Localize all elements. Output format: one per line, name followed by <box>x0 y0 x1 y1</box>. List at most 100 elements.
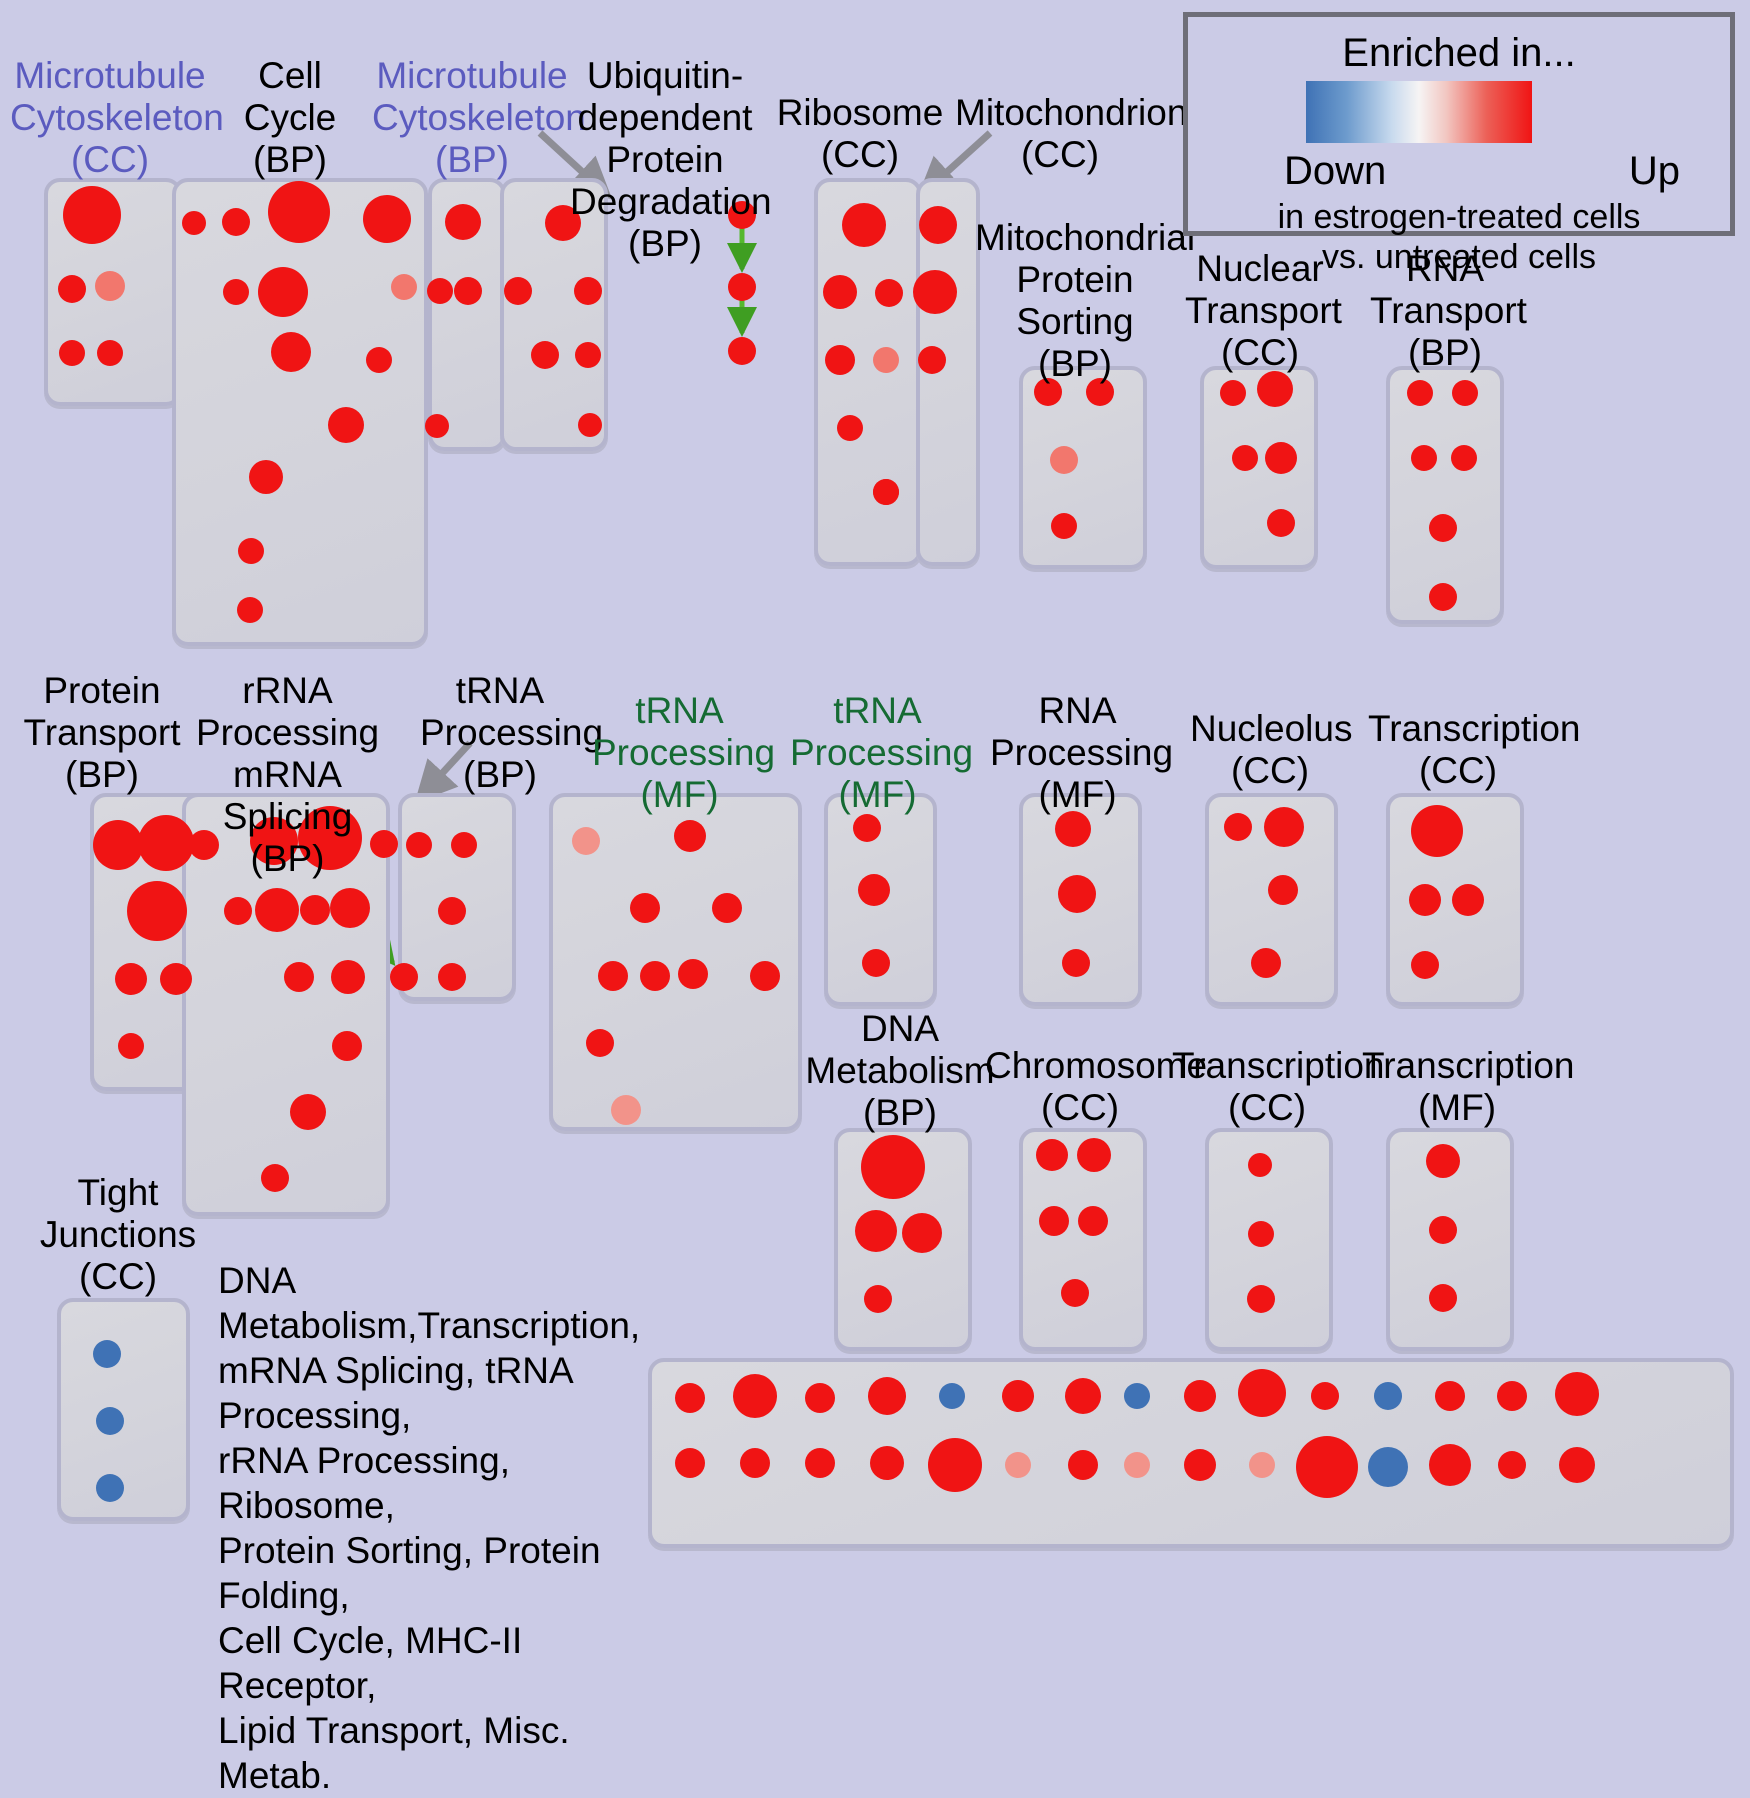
cluster-box-rrna-processing-mrna-splicing-bp[interactable] <box>182 793 390 1216</box>
go-term-node[interactable] <box>1068 1450 1098 1480</box>
go-term-node[interactable] <box>58 275 86 303</box>
go-term-node[interactable] <box>93 1340 121 1368</box>
go-term-node[interactable] <box>1451 445 1477 471</box>
go-term-node[interactable] <box>1039 1206 1069 1236</box>
go-term-node[interactable] <box>578 413 602 437</box>
go-term-node[interactable] <box>1050 446 1078 474</box>
go-term-node[interactable] <box>728 273 756 301</box>
cluster-box-mitochondrial-protein-sorting-bp[interactable] <box>1019 366 1147 569</box>
go-term-node[interactable] <box>864 1285 892 1313</box>
go-term-node[interactable] <box>545 205 581 241</box>
go-term-node[interactable] <box>290 1094 326 1130</box>
go-term-node[interactable] <box>1061 1279 1089 1307</box>
go-term-node[interactable] <box>96 1407 124 1435</box>
go-term-node[interactable] <box>93 820 143 870</box>
go-term-node[interactable] <box>1247 1285 1275 1313</box>
go-term-node[interactable] <box>332 1031 362 1061</box>
go-term-node[interactable] <box>1426 1144 1460 1178</box>
go-term-node[interactable] <box>271 332 311 372</box>
go-term-node[interactable] <box>1220 380 1246 406</box>
go-term-node[interactable] <box>284 962 314 992</box>
go-term-node[interactable] <box>504 277 532 305</box>
go-term-node[interactable] <box>366 347 392 373</box>
go-term-node[interactable] <box>445 204 481 240</box>
go-term-node[interactable] <box>598 961 628 991</box>
go-term-node[interactable] <box>586 1029 614 1057</box>
go-term-node[interactable] <box>825 345 855 375</box>
go-term-node[interactable] <box>1058 875 1096 913</box>
go-term-node[interactable] <box>1555 1372 1599 1416</box>
go-term-node[interactable] <box>575 342 601 368</box>
go-term-node[interactable] <box>939 1383 965 1409</box>
go-term-node[interactable] <box>855 1210 897 1252</box>
go-term-node[interactable] <box>1062 949 1090 977</box>
go-term-node[interactable] <box>97 340 123 366</box>
go-term-node[interactable] <box>1559 1447 1595 1483</box>
go-term-node[interactable] <box>853 814 881 842</box>
go-term-node[interactable] <box>1452 380 1478 406</box>
go-term-node[interactable] <box>1248 1221 1274 1247</box>
go-term-node[interactable] <box>1077 1138 1111 1172</box>
go-term-node[interactable] <box>59 340 85 366</box>
go-term-node[interactable] <box>370 830 398 858</box>
go-term-node[interactable] <box>675 1383 705 1413</box>
go-term-node[interactable] <box>182 211 206 235</box>
go-term-node[interactable] <box>330 888 370 928</box>
go-term-node[interactable] <box>805 1383 835 1413</box>
go-term-node[interactable] <box>1034 378 1062 406</box>
go-term-node[interactable] <box>1002 1380 1034 1412</box>
go-term-node[interactable] <box>1498 1451 1526 1479</box>
go-term-node[interactable] <box>1411 951 1439 979</box>
go-term-node[interactable] <box>1429 583 1457 611</box>
go-term-node[interactable] <box>674 820 706 852</box>
go-term-node[interactable] <box>425 414 449 438</box>
go-term-node[interactable] <box>1086 378 1114 406</box>
go-term-node[interactable] <box>1268 875 1298 905</box>
go-term-node[interactable] <box>1036 1139 1068 1171</box>
go-term-node[interactable] <box>1411 445 1437 471</box>
cluster-box-mitochondrion-cc[interactable] <box>916 178 980 566</box>
go-term-node[interactable] <box>861 1135 925 1199</box>
go-term-node[interactable] <box>249 460 283 494</box>
go-term-node[interactable] <box>160 963 192 995</box>
go-term-node[interactable] <box>127 881 187 941</box>
go-term-node[interactable] <box>1435 1381 1465 1411</box>
go-term-node[interactable] <box>298 806 362 870</box>
go-term-node[interactable] <box>1248 1153 1272 1177</box>
go-term-node[interactable] <box>1296 1436 1358 1498</box>
go-term-node[interactable] <box>1452 884 1484 916</box>
go-term-node[interactable] <box>875 279 903 307</box>
go-term-node[interactable] <box>222 208 250 236</box>
go-term-node[interactable] <box>740 1448 770 1478</box>
go-term-node[interactable] <box>919 206 957 244</box>
go-term-node[interactable] <box>118 1033 144 1059</box>
go-term-node[interactable] <box>268 181 330 243</box>
go-term-node[interactable] <box>928 1438 982 1492</box>
go-term-node[interactable] <box>531 341 559 369</box>
go-term-node[interactable] <box>1224 813 1252 841</box>
cluster-box-nuclear-transport-cc[interactable] <box>1200 366 1318 569</box>
go-term-node[interactable] <box>1238 1369 1286 1417</box>
go-term-node[interactable] <box>1251 948 1281 978</box>
go-term-node[interactable] <box>1311 1382 1339 1410</box>
cluster-box-transcription-cc-2[interactable] <box>1205 1128 1333 1351</box>
go-term-node[interactable] <box>390 963 418 991</box>
go-term-node[interactable] <box>1374 1382 1402 1410</box>
go-term-node[interactable] <box>918 346 946 374</box>
go-term-node[interactable] <box>451 832 477 858</box>
go-term-node[interactable] <box>842 203 886 247</box>
go-term-node[interactable] <box>733 1374 777 1418</box>
go-term-node[interactable] <box>837 415 863 441</box>
go-term-node[interactable] <box>261 1164 289 1192</box>
go-term-node[interactable] <box>1429 514 1457 542</box>
go-term-node[interactable] <box>96 1474 124 1502</box>
go-term-node[interactable] <box>454 277 482 305</box>
go-term-node[interactable] <box>1051 513 1077 539</box>
go-term-node[interactable] <box>805 1448 835 1478</box>
go-term-node[interactable] <box>1232 445 1258 471</box>
go-term-node[interactable] <box>1429 1444 1471 1486</box>
go-term-node[interactable] <box>728 337 756 365</box>
cluster-box-rna-transport-bp[interactable] <box>1386 366 1504 624</box>
go-term-node[interactable] <box>1124 1452 1150 1478</box>
go-term-node[interactable] <box>675 1448 705 1478</box>
